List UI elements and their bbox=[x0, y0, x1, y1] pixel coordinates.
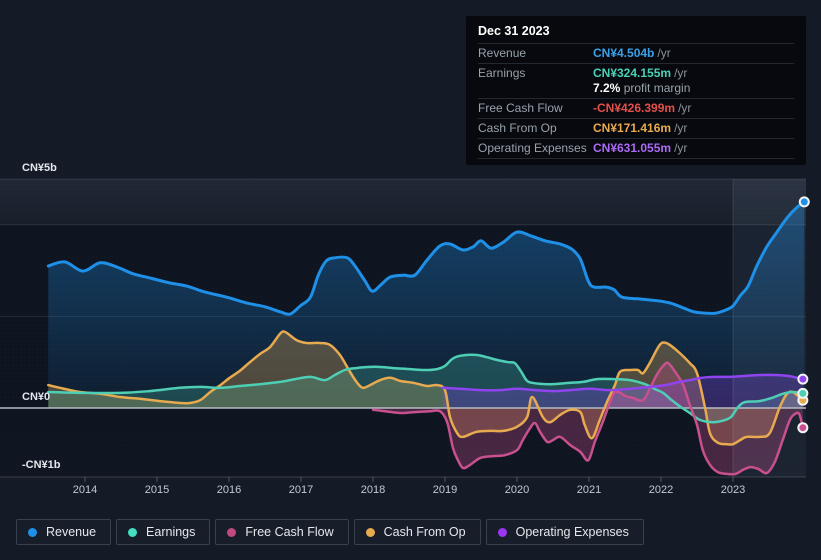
legend-dot-cash-from-op bbox=[365, 527, 375, 537]
x-axis-ticks bbox=[84, 477, 734, 482]
tooltip-row-earnings: Earnings CN¥324.155m/yr 7.2% profit margin bbox=[478, 63, 794, 98]
y-axis-label: CN¥5b bbox=[22, 162, 57, 174]
series-area-free-cash-flow bbox=[373, 362, 803, 475]
highlight-band bbox=[733, 179, 806, 477]
x-axis-label-2014: 2014 bbox=[72, 484, 98, 496]
x-axis-label-2018: 2018 bbox=[360, 484, 386, 496]
legend-dot-free-cash-flow bbox=[227, 527, 237, 537]
legend-item-cash-from-op[interactable]: Cash From Op bbox=[353, 519, 481, 545]
tooltip-row-revenue: Revenue CN¥4.504b/yr bbox=[478, 43, 794, 63]
series-fills bbox=[48, 201, 805, 475]
y-axis-label: CN¥0 bbox=[22, 391, 51, 403]
series-line-revenue bbox=[46, 200, 806, 316]
legend-item-operating-expenses[interactable]: Operating Expenses bbox=[485, 519, 644, 545]
tooltip-row-value: CN¥324.155m bbox=[593, 66, 672, 80]
legend-label: Earnings bbox=[146, 525, 196, 539]
tooltip-row-free-cash-flow: Free Cash Flow -CN¥426.399m/yr bbox=[478, 98, 794, 118]
data-tooltip: Dec 31 2023 Revenue CN¥4.504b/yr Earnings C… bbox=[466, 16, 806, 165]
tooltip-row-label: Revenue bbox=[478, 46, 527, 60]
legend-item-earnings[interactable]: Earnings bbox=[116, 519, 211, 545]
legend-item-free-cash-flow[interactable]: Free Cash Flow bbox=[215, 519, 349, 545]
legend-label: Cash From Op bbox=[383, 525, 466, 539]
tooltip-row-unit: /yr bbox=[674, 121, 688, 135]
series-line-free-cash-flow bbox=[371, 361, 805, 476]
series-area-cash-from-op bbox=[48, 331, 803, 445]
y-axis-label: -CN¥1b bbox=[22, 458, 61, 471]
end-marker-earnings bbox=[797, 387, 809, 399]
tooltip-row-label: Cash From Op bbox=[478, 121, 557, 135]
legend-dot-operating-expenses bbox=[497, 527, 507, 537]
tooltip-rows: Revenue CN¥4.504b/yr Earnings CN¥324.155m/y… bbox=[478, 43, 794, 159]
series-area-revenue bbox=[48, 201, 805, 408]
legend-label: Revenue bbox=[46, 525, 97, 539]
series-end-markers bbox=[797, 196, 810, 434]
series-lines bbox=[46, 200, 806, 476]
series-line-earnings bbox=[47, 353, 805, 424]
series-line-cash-from-op bbox=[47, 330, 805, 446]
series-line-operating-expenses bbox=[441, 373, 805, 393]
tooltip-row-unit: /yr bbox=[674, 66, 688, 80]
x-axis-label-2022: 2022 bbox=[648, 484, 674, 496]
x-axis-label-2021: 2021 bbox=[576, 484, 602, 496]
tooltip-row-unit: /yr bbox=[674, 141, 688, 155]
top-strip bbox=[0, 179, 806, 225]
x-axis-label-2017: 2017 bbox=[288, 484, 314, 496]
tooltip-row-unit: /yr bbox=[678, 101, 692, 115]
legend-dot-revenue bbox=[28, 527, 37, 537]
chart-canvas[interactable] bbox=[0, 0, 821, 505]
tooltip-row-label: Earnings bbox=[478, 66, 526, 80]
series-area-operating-expenses bbox=[442, 374, 803, 408]
x-axis-label-2015: 2015 bbox=[144, 484, 170, 496]
end-marker-revenue bbox=[798, 196, 810, 208]
x-axis-label-2019: 2019 bbox=[432, 484, 458, 496]
tooltip-row-value: CN¥631.055m bbox=[593, 141, 672, 155]
tooltip-row-operating-expenses: Operating Expenses CN¥631.055m/yr bbox=[478, 138, 794, 159]
tooltip-row-value: -CN¥426.399m bbox=[593, 101, 676, 115]
tooltip-row-label: Operating Expenses bbox=[478, 141, 587, 155]
x-axis-label-2016: 2016 bbox=[216, 484, 242, 496]
tooltip-profit-margin: 7.2% profit margin bbox=[593, 81, 691, 95]
tooltip-row-cash-from-op: Cash From Op CN¥171.416m/yr bbox=[478, 118, 794, 138]
end-marker-operating-expenses bbox=[797, 373, 809, 385]
tooltip-row-value: CN¥171.416m bbox=[593, 121, 672, 135]
legend-label: Free Cash Flow bbox=[245, 525, 334, 539]
tooltip-row-value: CN¥4.504b bbox=[593, 46, 655, 60]
legend-item-revenue[interactable]: Revenue bbox=[16, 519, 112, 545]
chart-legend: Revenue Earnings Free Cash Flow Cash From O… bbox=[16, 519, 644, 545]
legend-dot-earnings bbox=[128, 527, 138, 537]
tooltip-date: Dec 31 2023 bbox=[478, 24, 550, 38]
tooltip-row-label: Free Cash Flow bbox=[478, 101, 563, 115]
legend-label: Operating Expenses bbox=[515, 525, 629, 539]
x-axis-label-2023: 2023 bbox=[720, 484, 746, 496]
series-area-earnings bbox=[48, 354, 803, 423]
tooltip-row-unit: /yr bbox=[657, 46, 671, 60]
x-axis-label-2020: 2020 bbox=[504, 484, 530, 496]
end-marker-free-cash-flow bbox=[797, 422, 809, 434]
